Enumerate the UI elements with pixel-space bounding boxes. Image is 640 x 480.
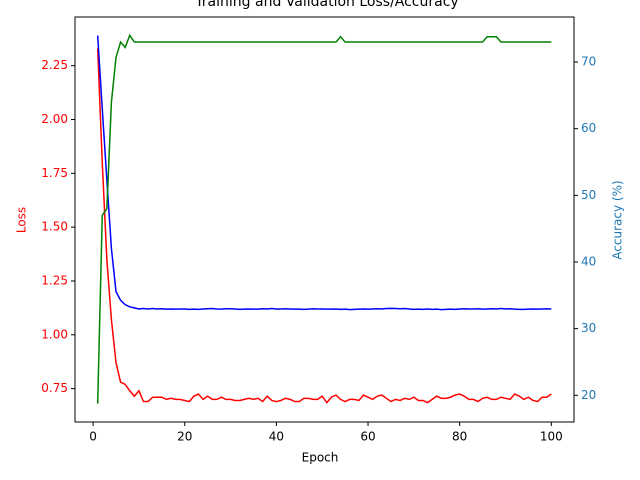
x-tick-label: 60 bbox=[360, 430, 375, 444]
x-tick-label: 100 bbox=[540, 430, 563, 444]
y-tick-label: 1.75 bbox=[41, 166, 68, 180]
x-axis-label: Epoch bbox=[302, 451, 339, 465]
y2-tick-label: 70 bbox=[581, 55, 596, 69]
y-axis-label: Loss bbox=[15, 207, 29, 233]
y-tick-label: 1.00 bbox=[41, 327, 68, 341]
y2-tick-label: 60 bbox=[581, 121, 596, 135]
y2-tick-label: 20 bbox=[581, 388, 596, 402]
y-tick-label: 1.25 bbox=[41, 273, 68, 287]
y-tick-label: 0.75 bbox=[41, 381, 68, 395]
data-line bbox=[96, 48, 552, 404]
x-tick-label: 0 bbox=[89, 430, 97, 444]
y2-tick-label: 50 bbox=[581, 188, 596, 202]
data-line bbox=[96, 33, 552, 404]
y-tick-label: 1.50 bbox=[41, 220, 68, 234]
chart-title: Training and Validation Loss/Accuracy bbox=[194, 0, 458, 10]
x-tick-label: 20 bbox=[177, 430, 192, 444]
x-tick-label: 80 bbox=[452, 430, 467, 444]
y2-tick-label: 30 bbox=[581, 321, 596, 335]
x-tick-label: 40 bbox=[269, 430, 284, 444]
y-tick-label: 2.25 bbox=[41, 58, 68, 72]
data-line bbox=[96, 35, 552, 311]
y2-axis-label: Accuracy (%) bbox=[611, 180, 625, 259]
y2-tick-label: 40 bbox=[581, 254, 596, 268]
y-tick-label: 2.00 bbox=[41, 112, 68, 126]
plot-frame bbox=[74, 16, 575, 423]
